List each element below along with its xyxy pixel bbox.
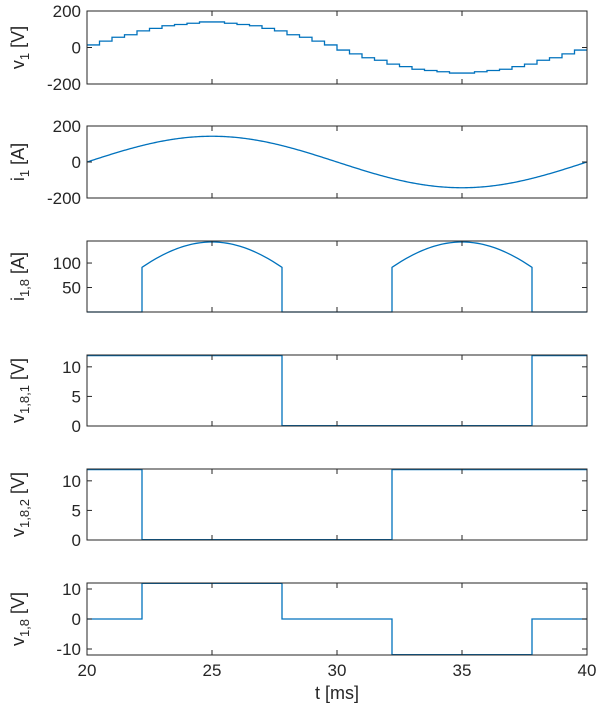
x-tick-label: 25 — [203, 661, 222, 680]
axes-box-4 — [86, 354, 588, 427]
series-line-v-1-8 — [87, 582, 587, 656]
x-axis-label: t [ms] — [315, 683, 359, 703]
axes-box-3 — [86, 240, 588, 313]
y-axis-label-2: i1 [A] — [8, 143, 32, 181]
x-tick-label: 20 — [78, 661, 97, 680]
y-tick-label: 5 — [72, 387, 81, 406]
y-tick-label: 10 — [62, 472, 81, 491]
y-tick-label: 5 — [72, 501, 81, 520]
y-axis-label-4: v1,8,1 [V] — [8, 358, 32, 423]
y-tick-label: 10 — [62, 580, 81, 599]
y-tick-label: 0 — [72, 153, 81, 172]
y-axis-label-1: v1 [V] — [8, 26, 32, 69]
x-tick-label: 35 — [453, 661, 472, 680]
y-tick-label: 0 — [72, 39, 81, 58]
y-tick-label: 0 — [72, 531, 81, 550]
y-tick-label: 200 — [53, 117, 81, 136]
series-line-v-1-8-1 — [87, 354, 587, 427]
y-tick-label: -200 — [47, 75, 81, 94]
y-axis-label-3: i1,8 [A] — [8, 252, 32, 301]
y-tick-label: 0 — [72, 417, 81, 436]
y-tick-label: 200 — [53, 2, 81, 21]
y-axis-label-6: v1,8 [V] — [8, 592, 32, 646]
y-axis-label-5: v1,8,2 [V] — [8, 472, 32, 537]
x-tick-label: 40 — [578, 661, 597, 680]
y-tick-label: 0 — [72, 610, 81, 629]
x-tick-label: 30 — [328, 661, 347, 680]
y-tick-label: -200 — [47, 189, 81, 208]
y-tick-label: 100 — [53, 254, 81, 273]
y-tick-label: 10 — [62, 358, 81, 377]
series-line-i-1 — [86, 135, 588, 189]
series-line-i-1-8 — [87, 241, 587, 313]
y-tick-label: -10 — [56, 640, 81, 659]
series-line-v-1-8-2 — [87, 468, 587, 541]
series-line-v-1 — [87, 21, 587, 74]
axes-box-5 — [86, 468, 588, 541]
y-tick-label: 50 — [62, 279, 81, 298]
